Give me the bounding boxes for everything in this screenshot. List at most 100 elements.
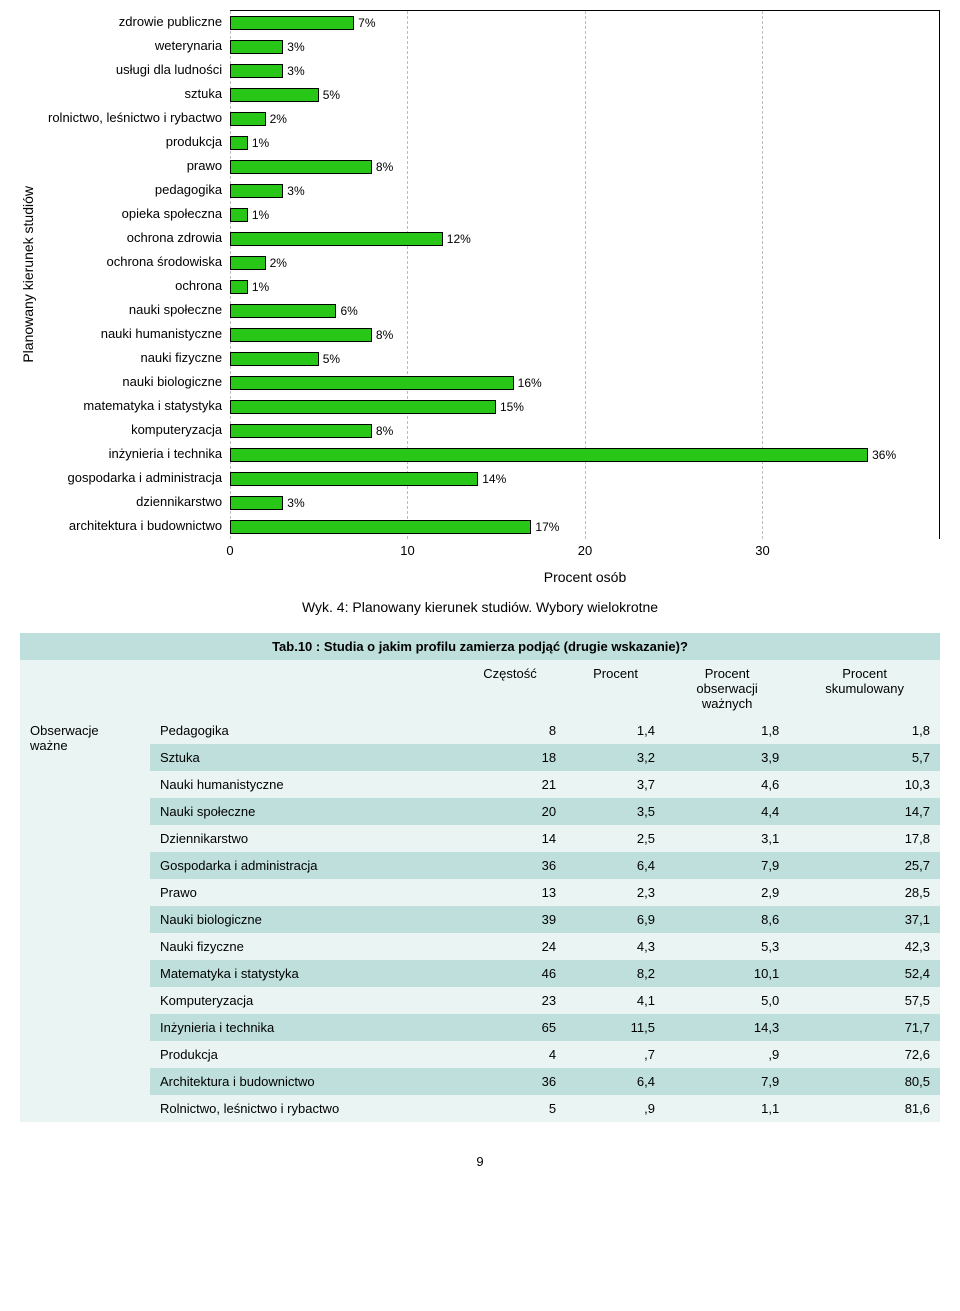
cell-pct: 4,1 <box>566 987 665 1014</box>
y-category-label: nauki humanistyczne <box>48 322 230 346</box>
table-row: Komputeryzacja234,15,057,5 <box>20 987 940 1014</box>
bar-value-label: 12% <box>447 232 471 246</box>
cell-pct_valid: 2,9 <box>665 879 789 906</box>
bar-value-label: 1% <box>252 136 269 150</box>
bar <box>230 88 319 102</box>
bar-row: 3% <box>230 179 939 203</box>
table-row: Nauki fizyczne244,35,342,3 <box>20 933 940 960</box>
bar-value-label: 36% <box>872 448 896 462</box>
y-category-label: komputeryzacja <box>48 418 230 442</box>
row-label: Rolnictwo, leśnictwo i rybactwo <box>150 1095 454 1122</box>
cell-pct_cum: 71,7 <box>789 1014 940 1041</box>
cell-freq: 18 <box>454 744 566 771</box>
bar <box>230 184 283 198</box>
chart-container: Planowany kierunek studiów zdrowie publi… <box>0 0 960 539</box>
table-container: Tab.10 : Studia o jakim profilu zamierza… <box>0 633 960 1142</box>
cell-pct: 6,9 <box>566 906 665 933</box>
y-category-label: nauki fizyczne <box>48 346 230 370</box>
bar-value-label: 15% <box>500 400 524 414</box>
table-header-cell <box>20 660 150 717</box>
cell-pct: 8,2 <box>566 960 665 987</box>
x-tick-label: 30 <box>755 543 769 558</box>
bar-value-label: 2% <box>270 256 287 270</box>
table-row: Gospodarka i administracja366,47,925,7 <box>20 852 940 879</box>
y-category-label: weterynaria <box>48 34 230 58</box>
cell-pct_cum: 37,1 <box>789 906 940 933</box>
row-label: Sztuka <box>150 744 454 771</box>
bar-value-label: 5% <box>323 88 340 102</box>
cell-pct_cum: 28,5 <box>789 879 940 906</box>
bar-value-label: 3% <box>287 496 304 510</box>
bar-value-label: 1% <box>252 280 269 294</box>
row-label: Inżynieria i technika <box>150 1014 454 1041</box>
table-row: Architektura i budownictwo366,47,980,5 <box>20 1068 940 1095</box>
bar <box>230 400 496 414</box>
bar-row: 7% <box>230 11 939 35</box>
data-table: Tab.10 : Studia o jakim profilu zamierza… <box>20 633 940 1122</box>
bar <box>230 280 248 294</box>
cell-pct_cum: 5,7 <box>789 744 940 771</box>
bar <box>230 232 443 246</box>
cell-freq: 36 <box>454 852 566 879</box>
cell-pct: 2,5 <box>566 825 665 852</box>
table-row: Matematyka i statystyka468,210,152,4 <box>20 960 940 987</box>
bar-row: 36% <box>230 443 939 467</box>
bar-row: 12% <box>230 227 939 251</box>
cell-pct: 3,7 <box>566 771 665 798</box>
cell-pct_valid: 4,6 <box>665 771 789 798</box>
bar-row: 2% <box>230 107 939 131</box>
cell-pct_valid: ,9 <box>665 1041 789 1068</box>
cell-pct: ,9 <box>566 1095 665 1122</box>
cell-freq: 24 <box>454 933 566 960</box>
y-category-label: sztuka <box>48 82 230 106</box>
cell-pct_valid: 7,9 <box>665 852 789 879</box>
y-category-labels: zdrowie publiczneweterynariausługi dla l… <box>48 10 230 538</box>
bar-value-label: 1% <box>252 208 269 222</box>
cell-freq: 13 <box>454 879 566 906</box>
cell-pct_valid: 3,1 <box>665 825 789 852</box>
bar <box>230 472 478 486</box>
bar <box>230 136 248 150</box>
row-label: Komputeryzacja <box>150 987 454 1014</box>
cell-pct_valid: 4,4 <box>665 798 789 825</box>
row-label: Prawo <box>150 879 454 906</box>
x-tick-label: 10 <box>400 543 414 558</box>
y-category-label: produkcja <box>48 130 230 154</box>
cell-pct_cum: 25,7 <box>789 852 940 879</box>
y-category-label: matematyka i statystyka <box>48 394 230 418</box>
bar <box>230 112 265 126</box>
y-category-label: pedagogika <box>48 178 230 202</box>
y-category-label: zdrowie publiczne <box>48 10 230 34</box>
chart-bars: 7%3%3%5%2%1%8%3%1%12%2%1%6%8%5%16%15%8%3… <box>230 11 939 539</box>
cell-freq: 8 <box>454 717 566 744</box>
cell-pct: 3,5 <box>566 798 665 825</box>
bar-row: 8% <box>230 323 939 347</box>
bar-value-label: 3% <box>287 40 304 54</box>
bar <box>230 496 283 510</box>
table-header-cell: Procent <box>566 660 665 717</box>
cell-freq: 46 <box>454 960 566 987</box>
bar-row: 2% <box>230 251 939 275</box>
x-tick-label: 20 <box>578 543 592 558</box>
bar-row: 8% <box>230 419 939 443</box>
table-header-cell <box>150 660 454 717</box>
cell-pct_cum: 57,5 <box>789 987 940 1014</box>
cell-freq: 20 <box>454 798 566 825</box>
cell-freq: 4 <box>454 1041 566 1068</box>
y-category-label: gospodarka i administracja <box>48 466 230 490</box>
bar-row: 14% <box>230 467 939 491</box>
row-label: Architektura i budownictwo <box>150 1068 454 1095</box>
page-number: 9 <box>0 1154 960 1169</box>
cell-pct_cum: 80,5 <box>789 1068 940 1095</box>
row-label: Nauki biologiczne <box>150 906 454 933</box>
row-label: Matematyka i statystyka <box>150 960 454 987</box>
bar-value-label: 8% <box>376 424 393 438</box>
bar-value-label: 7% <box>358 16 375 30</box>
chart-plot-area: 7%3%3%5%2%1%8%3%1%12%2%1%6%8%5%16%15%8%3… <box>230 10 940 539</box>
y-category-label: opieka społeczna <box>48 202 230 226</box>
cell-pct_valid: 1,8 <box>665 717 789 744</box>
bar <box>230 448 868 462</box>
cell-pct_valid: 14,3 <box>665 1014 789 1041</box>
y-category-label: nauki społeczne <box>48 298 230 322</box>
cell-pct: 6,4 <box>566 852 665 879</box>
